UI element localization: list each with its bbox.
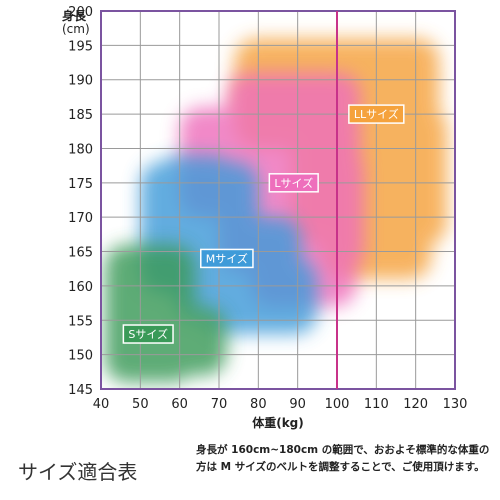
zone-label-box [122, 324, 174, 344]
y-axis-unit: (cm) [62, 22, 90, 36]
x-tick-label: 40 [93, 397, 110, 412]
x-tick-label: 90 [289, 397, 306, 412]
y-tick-label: 185 [68, 108, 93, 123]
chart-caption-note: 身長が 160cm~180cm の範囲で、おおよそ標準的な体重の方は M サイズ… [196, 444, 490, 473]
y-tick-label: 160 [68, 280, 93, 295]
y-tick-label: 190 [68, 74, 93, 89]
zone-region [226, 72, 361, 128]
y-axis-ticks: 145 150 155 160 165 170 175 180 185 190 195 200 [68, 5, 93, 398]
zone-label-text: Mサイズ [206, 251, 248, 265]
x-tick-label: 110 [364, 397, 389, 412]
y-tick-label: 175 [68, 177, 93, 192]
zone-label: Sサイズ [122, 324, 174, 344]
x-axis-ticks: 40 50 60 70 80 90 100 110 120 130 [93, 397, 468, 412]
y-tick-label: 195 [68, 39, 93, 54]
x-tick-label: 100 [325, 397, 350, 412]
zone-labels: Sサイズ Mサイズ Lサイズ LLサイズ [122, 104, 405, 344]
plot-frame [100, 10, 456, 390]
y-tick-label: 180 [68, 142, 93, 157]
zone-region [203, 258, 318, 335]
zone-region [156, 155, 235, 252]
x-tick-label: 80 [250, 397, 267, 412]
chart-caption-title: サイズ適合表 [18, 460, 138, 484]
y-tick-label: 155 [68, 314, 93, 329]
x-tick-label: 130 [443, 397, 468, 412]
x-tick-label: 120 [403, 397, 428, 412]
zone-label-text: LLサイズ [354, 107, 399, 121]
x-tick-label: 60 [171, 397, 188, 412]
y-tick-label: 145 [68, 383, 93, 398]
y-tick-label: 165 [68, 246, 93, 261]
x-axis-title: 体重(kg) [252, 415, 304, 430]
zone-label-box [200, 248, 254, 269]
y-tick-label: 150 [68, 349, 93, 364]
zone-label-text: Sサイズ [128, 327, 168, 341]
zone-label-text: Lサイズ [274, 176, 313, 190]
y-tick-label: 170 [68, 211, 93, 226]
y-tick-label: 200 [68, 5, 93, 20]
zone-label-box [348, 104, 405, 124]
x-tick-label: 70 [211, 397, 228, 412]
y-axis-title: 身長 [62, 8, 87, 23]
x-tick-label: 50 [132, 397, 149, 412]
zone-label: Lサイズ [268, 173, 319, 193]
zone-label-box [268, 173, 319, 193]
zone-label: Mサイズ [200, 248, 254, 269]
zone-label: LLサイズ [348, 104, 405, 124]
